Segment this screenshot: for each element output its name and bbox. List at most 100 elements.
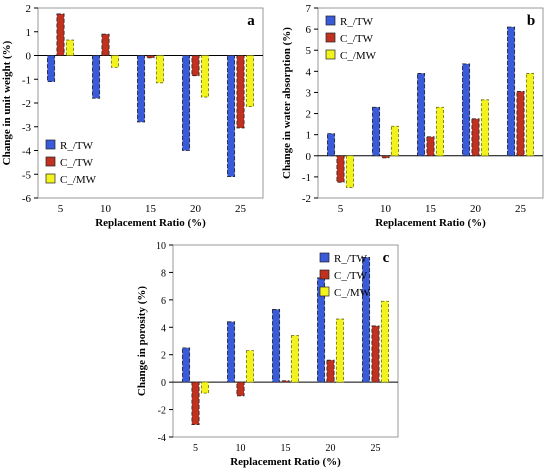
panel-a-bar-ctw <box>101 33 110 56</box>
panel-b-ytick-label: 6 <box>306 24 312 36</box>
panel-c-ytick-label: -4 <box>158 433 166 444</box>
panel-a-frame <box>37 7 264 199</box>
panel-b-xtick-label: 10 <box>380 203 392 215</box>
panel-a-bar-cmw <box>65 39 74 56</box>
panel-c-frame <box>172 244 399 438</box>
panel-c-ytick-label: 8 <box>161 268 166 279</box>
panel-b-bar-ctw <box>426 136 435 157</box>
panel-c-ytick-label: 2 <box>161 351 166 362</box>
panel-a-x-axis-label: Replacement Ratio (%) <box>95 217 206 229</box>
panel-c-xtick-label: 15 <box>281 443 291 454</box>
panel-a-legend-label: C_/TW <box>60 157 94 169</box>
panel-c-ytick-label: 10 <box>156 241 166 252</box>
panel-c-y-axis-label: Change in porosity (%) <box>136 286 148 396</box>
panel-b-legend-swatch <box>325 49 336 60</box>
panel-a-bar-ctw <box>236 55 245 129</box>
panel-c-x-axis-label: Replacement Ratio (%) <box>230 456 341 468</box>
panel-a-bar-rtw <box>182 55 191 151</box>
panel-c-legend: R_/TW C_/TW C_/MW <box>319 252 371 299</box>
panel-b-bar-rtw <box>417 73 426 157</box>
panel-c-ytick-label: 4 <box>161 323 166 334</box>
panel-c-ytick-label: 6 <box>161 296 166 307</box>
panel-a-bar-cmw <box>110 55 119 68</box>
panel-c-bar-ctw <box>236 381 245 397</box>
panel-c-bar-cmw <box>245 350 254 383</box>
panel-a-bar-rtw <box>92 55 101 99</box>
panel-c-legend-swatch <box>319 269 330 280</box>
panel-b-legend-swatch <box>325 15 336 26</box>
panel-b-ytick-label: 5 <box>306 45 312 57</box>
panel-c-bar-ctw <box>326 359 335 383</box>
panel-b-bar-cmw <box>480 99 489 157</box>
panel-c-bar-rtw <box>182 347 191 383</box>
panel-c-xtick-label: 5 <box>193 443 198 454</box>
panel-b-xtick-label: 15 <box>425 203 437 215</box>
panel-c-xtick-label: 20 <box>326 443 336 454</box>
panel-b-ytick-label: 3 <box>306 87 312 99</box>
panel-b-bar-rtw <box>327 133 336 157</box>
panel-c-legend-swatch <box>319 286 330 297</box>
panel-c-bar-cmw <box>290 335 299 383</box>
panel-a-ytick-label: -4 <box>22 146 32 158</box>
panel-c-panel-label: c <box>383 250 390 266</box>
panel-a-legend-swatch <box>45 173 56 184</box>
panel-a-xtick-label: 5 <box>58 203 64 215</box>
panel-a-panel-label: a <box>247 13 255 29</box>
panel-a-bar-rtw <box>227 55 236 178</box>
panel-c-bar-cmw <box>200 381 209 394</box>
panel-b-ytick-label: 4 <box>306 66 312 78</box>
panel-b-legend-label: R_/TW <box>340 16 374 28</box>
panel-a-bar-cmw <box>155 55 164 84</box>
panel-b-legend-label: C_/TW <box>340 33 374 45</box>
panel-a-xtick-label: 20 <box>190 203 202 215</box>
panel-c-legend-label: R_/TW <box>334 253 368 265</box>
panel-b-xtick-label: 5 <box>338 203 344 215</box>
panel-b-bar-ctw <box>516 90 525 157</box>
panel-a-bar-rtw <box>47 55 56 83</box>
panel-b-ytick-label: -1 <box>302 172 311 184</box>
panel-a-bar-rtw <box>137 55 146 123</box>
panel-b-legend-label: C_/MW <box>340 50 377 62</box>
panel-b-frame <box>317 7 544 199</box>
panel-a-bar-cmw <box>200 55 209 98</box>
panel-a-ytick-label: 0 <box>26 51 32 63</box>
panel-b-x-axis-label: Replacement Ratio (%) <box>375 217 486 229</box>
panel-c-xtick-label: 10 <box>236 443 246 454</box>
panel-a-ytick-label: -5 <box>22 169 32 181</box>
panel-a-ytick-label: -2 <box>22 98 31 110</box>
panel-b-ytick-label: 2 <box>306 109 312 121</box>
panel-b-bar-rtw <box>507 26 516 157</box>
panel-a-ytick-label: 2 <box>26 3 32 15</box>
panel-b-ytick-label: -2 <box>302 193 311 205</box>
panel-c-ytick-label: 0 <box>161 378 166 389</box>
panel-c: -4 -2 0 2 4 6 8 10 5 10 15 20 25 c Replacement Ratio (… <box>136 241 399 468</box>
panel-b-legend: R_/TW C_/TW C_/MW <box>325 15 377 62</box>
panel-b-panel-label: b <box>527 13 535 29</box>
panel-c-bar-ctw <box>281 380 290 383</box>
panel-b-bar-cmw <box>345 155 354 188</box>
panel-a-bar-ctw <box>56 13 65 56</box>
panel-b-bar-ctw <box>381 155 390 159</box>
panel-a-xtick-label: 15 <box>145 203 157 215</box>
panel-a-xtick-label: 25 <box>235 203 247 215</box>
panel-b-bar-cmw <box>435 106 444 157</box>
panel-b-bar-ctw <box>471 118 480 157</box>
panel-b-xtick-label: 25 <box>515 203 527 215</box>
panel-c-ytick-label: -2 <box>158 406 166 417</box>
panel-c-bar-cmw <box>380 300 389 383</box>
panel-b-bar-cmw <box>390 125 399 157</box>
panel-b-bar-rtw <box>372 106 381 157</box>
panel-c-xtick-label: 25 <box>371 443 381 454</box>
panel-b-ytick-label: 0 <box>306 151 312 163</box>
panel-b-ytick-label: 1 <box>306 130 312 142</box>
panel-b-y-axis-label: Change in water absorption (%) <box>281 27 293 179</box>
panel-a-bar-ctw <box>191 55 200 77</box>
panel-b-legend-swatch <box>325 32 336 43</box>
panel-a-bar-ctw <box>146 55 155 59</box>
panel-a-legend: R_/TW C_/TW C_/MW <box>45 139 97 186</box>
panel-c-legend-label: C_/MW <box>334 287 371 299</box>
panel-c-bar-rtw <box>272 309 281 383</box>
panel-b: -2 -1 0 1 2 3 4 5 6 7 5 10 15 20 25 b Replacement Ratio … <box>281 3 544 229</box>
panel-c-bar-cmw <box>335 318 344 383</box>
